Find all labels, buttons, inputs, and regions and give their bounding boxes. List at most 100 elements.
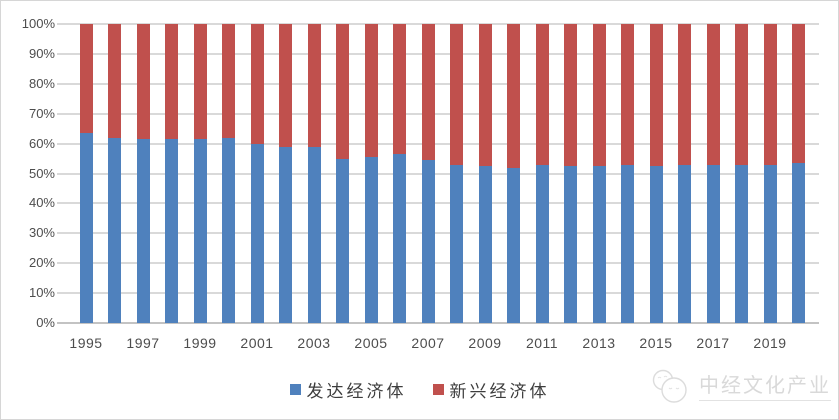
watermark-text: 中经文化产业 xyxy=(699,373,831,401)
gridline-60 xyxy=(57,142,819,145)
bar-2008 xyxy=(450,24,463,323)
y-axis-label-50: 50% xyxy=(28,165,55,181)
bar-1998-developed-segment xyxy=(165,139,178,323)
bar-2013-developed-segment xyxy=(592,166,606,323)
bar-2003-developed-segment xyxy=(307,146,321,323)
bar-2010-emerging-segment xyxy=(507,24,520,168)
bar-2009 xyxy=(478,24,492,323)
bar-2006-developed-segment xyxy=(393,154,406,323)
gridline-30 xyxy=(57,232,819,235)
y-axis-label-20: 20% xyxy=(28,255,55,271)
bar-2008-developed-segment xyxy=(450,164,463,323)
bar-1997-developed-segment xyxy=(136,139,150,323)
bar-2007 xyxy=(421,24,435,323)
bar-2005-emerging-segment xyxy=(364,24,378,158)
bar-2009-developed-segment xyxy=(478,166,492,323)
plot-area xyxy=(57,23,819,324)
bar-2001-developed-segment xyxy=(250,143,264,323)
legend-label-developed: 发达经济体 xyxy=(306,382,407,401)
emerging-series-swatch-icon xyxy=(432,384,444,395)
bar-2006-emerging-segment xyxy=(393,24,406,155)
gridline-10 xyxy=(57,292,819,295)
bar-2012-developed-segment xyxy=(564,166,577,323)
bar-2006 xyxy=(393,24,406,323)
x-axis-label-2009: 2009 xyxy=(468,335,502,351)
bar-2001-emerging-segment xyxy=(250,24,264,144)
bar-1997-emerging-segment xyxy=(136,24,150,140)
bar-1999-developed-segment xyxy=(193,139,207,323)
x-axis-label-2017: 2017 xyxy=(696,335,730,351)
bar-2016 xyxy=(678,24,691,323)
bar-2015-developed-segment xyxy=(649,166,663,323)
x-axis-label-2005: 2005 xyxy=(354,335,388,351)
bar-1996-developed-segment xyxy=(108,137,121,323)
gridline-80 xyxy=(57,82,819,85)
bar-1995-developed-segment xyxy=(79,133,93,323)
bar-2005-developed-segment xyxy=(364,157,378,323)
bar-2013 xyxy=(592,24,606,323)
y-axis-label-80: 80% xyxy=(28,75,55,91)
x-axis-label-1995: 1995 xyxy=(69,335,103,351)
bar-1998 xyxy=(165,24,178,323)
y-axis-label-30: 30% xyxy=(28,225,55,241)
bar-2000 xyxy=(222,24,235,323)
gridline-50 xyxy=(57,172,819,175)
gridline-0 xyxy=(57,322,819,324)
bar-2019-emerging-segment xyxy=(763,24,777,165)
bar-1996-emerging-segment xyxy=(108,24,121,138)
bar-2002-developed-segment xyxy=(279,146,292,323)
bar-1999 xyxy=(193,24,207,323)
bar-2007-emerging-segment xyxy=(421,24,435,161)
y-axis-label-60: 60% xyxy=(28,135,55,151)
bar-2015 xyxy=(649,24,663,323)
bar-2016-emerging-segment xyxy=(678,24,691,165)
gridline-20 xyxy=(57,262,819,265)
bar-2002-emerging-segment xyxy=(279,24,292,147)
legend-label-emerging: 新兴经济体 xyxy=(449,382,550,401)
y-axis-label-0: 0% xyxy=(36,315,55,330)
bar-2004-emerging-segment xyxy=(336,24,349,159)
bar-2018-emerging-segment xyxy=(735,24,748,165)
y-axis-label-40: 40% xyxy=(28,195,55,211)
gridline-40 xyxy=(57,202,819,205)
bar-2014-developed-segment xyxy=(621,164,634,323)
bar-1997 xyxy=(136,24,150,323)
bar-2018-developed-segment xyxy=(735,164,748,323)
gridline-90 xyxy=(57,52,819,55)
bar-2019-developed-segment xyxy=(763,164,777,323)
bar-2017-developed-segment xyxy=(706,164,720,323)
y-axis-label-90: 90% xyxy=(28,45,55,61)
bar-2011 xyxy=(535,24,549,323)
bar-2001 xyxy=(250,24,264,323)
bar-2012-emerging-segment xyxy=(564,24,577,167)
bar-1995-emerging-segment xyxy=(79,24,93,134)
bar-2004-developed-segment xyxy=(336,158,349,323)
watermark: 中经文化产业 xyxy=(649,369,831,405)
bar-2008-emerging-segment xyxy=(450,24,463,165)
bar-1998-emerging-segment xyxy=(165,24,178,140)
x-axis-label-2019: 2019 xyxy=(753,335,787,351)
y-axis-label-100: 100% xyxy=(21,16,55,31)
bar-2010 xyxy=(507,24,520,323)
x-axis-label-2011: 2011 xyxy=(525,335,559,351)
bar-2010-developed-segment xyxy=(507,167,520,323)
bar-2005 xyxy=(364,24,378,323)
bar-1999-emerging-segment xyxy=(193,24,207,140)
bar-2020 xyxy=(792,24,805,323)
bar-1996 xyxy=(108,24,121,323)
bar-2016-developed-segment xyxy=(678,164,691,323)
x-axis-label-1997: 1997 xyxy=(126,335,160,351)
bar-2003 xyxy=(307,24,321,323)
bar-2003-emerging-segment xyxy=(307,24,321,147)
x-axis-label-2015: 2015 xyxy=(639,335,673,351)
bar-2018 xyxy=(735,24,748,323)
gridline-70 xyxy=(57,112,819,115)
legend-item-emerging: 新兴经济体 xyxy=(432,377,550,402)
bar-2014 xyxy=(621,24,634,323)
gridline-100 xyxy=(57,23,819,25)
bar-2020-developed-segment xyxy=(792,163,805,323)
legend-item-developed: 发达经济体 xyxy=(289,377,407,402)
x-axis-label-1999: 1999 xyxy=(183,335,217,351)
bar-2004 xyxy=(336,24,349,323)
